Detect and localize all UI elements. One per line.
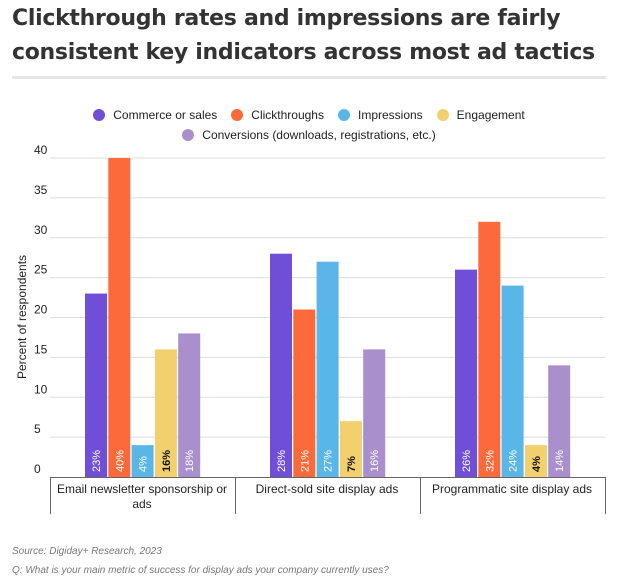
legend-label-clickthroughs: Clickthroughs [251,108,324,122]
source-note: Source: Digiday+ Research, 2023 [12,546,162,557]
bar-value-label: 18% [184,450,196,472]
bar-2-2 [501,285,524,477]
bar-value-label: 16% [369,450,381,472]
bar-value-label: 24% [508,450,520,472]
bar-3-1 [339,421,362,477]
bar-value-label: 14% [554,450,566,472]
bar-value-label: 7% [346,456,358,472]
bar-2-0 [131,445,154,477]
y-tick-label: 40 [34,143,48,157]
bar-3-0 [154,349,177,477]
bar-value-label: 21% [299,450,311,472]
bar-1-0 [108,158,131,477]
x-category-label: Direct-sold site display ads [256,482,399,496]
legend-swatch-impressions [337,109,350,121]
legend-label-engagement: Engagement [456,108,525,122]
x-category-label: ads [132,497,151,511]
y-tick-label: 20 [34,303,48,317]
bar-0-0 [85,293,107,477]
bar-value-label: 4% [531,456,543,472]
legend-item-engagement: Engagement [436,108,525,122]
bar-value-label: 4% [138,456,150,472]
y-tick-label: 5 [34,422,41,436]
legend-item-clickthroughs: Clickthroughs [231,108,324,122]
legend-item-commerce: Commerce or sales [93,108,217,122]
legend-row-2: Conversions (downloads, registrations, e… [0,125,618,145]
bar-value-label: 32% [484,450,496,472]
y-tick-label: 10 [34,382,48,396]
legend-label-impressions: Impressions [357,108,423,122]
legend-swatch-commerce [93,109,106,121]
bar-value-label: 27% [323,450,335,472]
bar-1-2 [478,221,501,477]
bar-value-label: 28% [276,450,288,472]
y-tick-label: 15 [34,342,48,356]
legend-swatch-conversions [182,129,195,141]
bar-value-label: 16% [161,450,173,472]
y-axis-label: Percent of respondents [15,255,29,379]
bar-0-2 [455,269,477,477]
bar-value-label: 26% [461,450,473,472]
y-tick-label: 30 [34,223,48,237]
legend-item-impressions: Impressions [337,108,423,122]
legend-item-conversions: Conversions (downloads, registrations, e… [182,128,436,142]
bar-4-2 [548,365,571,477]
bar-4-1 [363,349,386,477]
bar-0-1 [270,253,292,477]
bar-2-1 [316,261,339,477]
title-divider [12,76,606,79]
bar-value-label: 23% [91,450,103,472]
question-note: Q: What is your main metric of success f… [12,565,389,576]
legend-row-1: Commerce or sales Clickthroughs Impressi… [0,105,618,125]
y-tick-label: 35 [34,183,48,197]
bar-value-label: 40% [114,450,126,472]
bar-1-1 [293,309,316,477]
bar-4-0 [178,333,201,477]
chart-title: Clickthrough rates and impressions are f… [12,6,595,65]
legend-label-conversions: Conversions (downloads, registrations, e… [202,128,436,142]
legend-swatch-engagement [436,109,449,121]
bar-3-2 [524,445,547,477]
x-category-label: Email newsletter sponsorship or [57,482,227,496]
x-category-label: Programmatic site display ads [432,482,592,496]
y-tick-label: 25 [34,263,48,277]
legend-label-commerce: Commerce or sales [113,108,218,122]
legend-swatch-clickthroughs [231,109,244,121]
y-tick-label: 0 [34,462,41,476]
chart-legend: Commerce or sales Clickthroughs Impressi… [0,105,618,145]
